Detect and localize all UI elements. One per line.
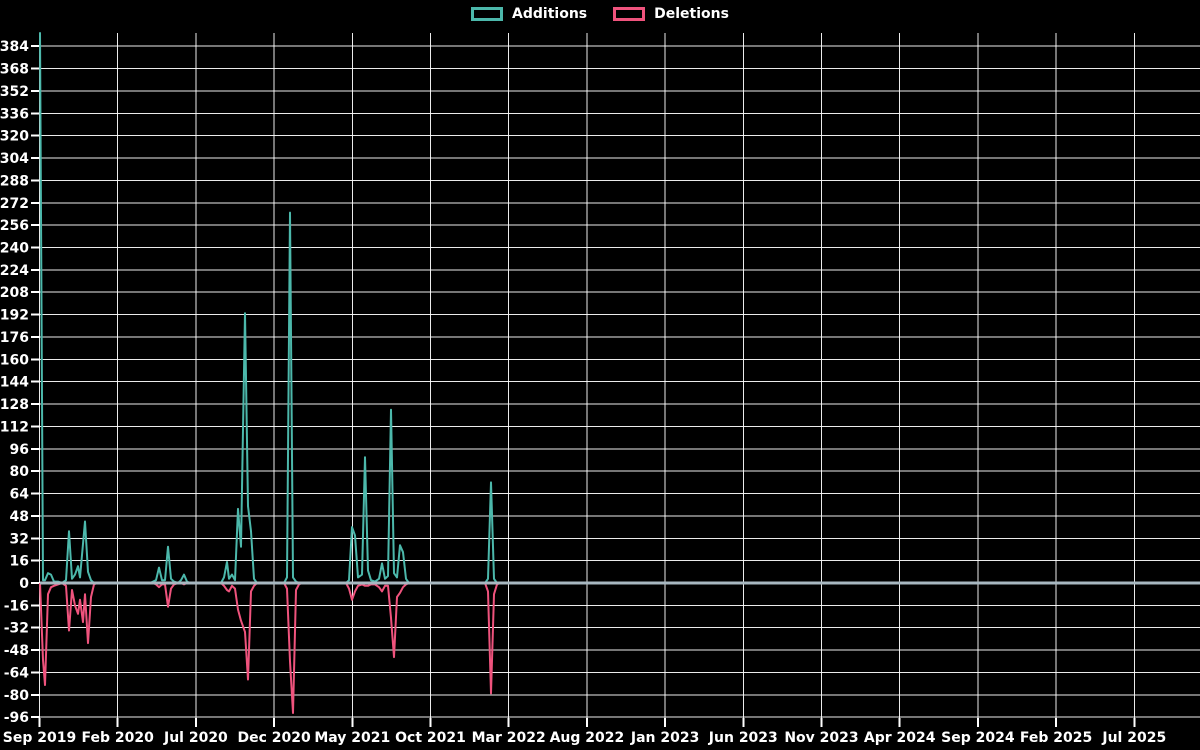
legend-item-deletions[interactable]: Deletions <box>613 6 729 22</box>
x-tick-label: Sep 2019 <box>3 730 76 746</box>
y-tick-label: 176 <box>0 330 29 346</box>
x-tick-label: Jul 2020 <box>163 730 228 746</box>
y-tick-label: 96 <box>10 442 29 458</box>
y-tick-label: 192 <box>0 308 29 324</box>
y-tick-label: 336 <box>0 106 29 122</box>
x-tick-label: Jun 2023 <box>708 730 778 746</box>
deletions-line <box>39 582 1200 714</box>
x-tick-label: Oct 2021 <box>395 730 466 746</box>
x-tick-label: Feb 2020 <box>82 730 155 746</box>
y-tick-label: 304 <box>0 151 29 167</box>
y-axis-labels: 3843683523363203042882722562402242081921… <box>0 39 29 726</box>
y-tick-label: 0 <box>19 576 29 592</box>
x-tick-label: Aug 2022 <box>550 730 625 746</box>
y-tick-label: -32 <box>4 621 29 637</box>
x-tick-label: Dec 2020 <box>237 730 311 746</box>
y-tick-label: 32 <box>10 531 29 547</box>
gridlines <box>31 33 1200 727</box>
y-tick-label: -48 <box>4 643 29 659</box>
x-axis-labels: Sep 2019 Feb 2020 Jul 2020 Dec 2020 May 2021… <box>3 730 1166 746</box>
x-tick-label: May 2021 <box>314 730 390 746</box>
y-tick-label: 16 <box>10 554 29 570</box>
y-tick-label: 128 <box>0 397 29 413</box>
y-tick-label: 256 <box>0 218 29 234</box>
x-tick-label: Jan 2023 <box>630 730 699 746</box>
x-tick-label: Jul 2025 <box>1101 730 1166 746</box>
y-tick-label: 320 <box>0 129 29 145</box>
deletions-swatch <box>613 7 646 21</box>
y-tick-label: 208 <box>0 285 29 301</box>
chart-legend: Additions Deletions <box>0 6 1200 22</box>
y-tick-label: -16 <box>4 598 29 614</box>
y-tick-label: 160 <box>0 352 29 368</box>
legend-deletions-label: Deletions <box>654 6 729 22</box>
y-tick-label: 64 <box>10 487 30 503</box>
additions-swatch <box>471 7 504 21</box>
y-tick-label: 112 <box>0 419 29 435</box>
y-tick-label: 48 <box>10 509 29 525</box>
x-tick-label: Mar 2022 <box>472 730 546 746</box>
additions-line <box>39 32 1200 584</box>
y-tick-label: -64 <box>4 665 30 681</box>
y-tick-label: 240 <box>0 241 29 257</box>
y-tick-label: 384 <box>0 39 29 55</box>
y-tick-label: 80 <box>10 464 30 480</box>
y-tick-label: 272 <box>0 196 29 212</box>
x-tick-label: Sep 2024 <box>941 730 1015 746</box>
y-tick-label: 368 <box>0 62 29 78</box>
y-tick-label: 144 <box>0 375 29 391</box>
y-tick-label: -96 <box>4 710 29 726</box>
y-tick-label: 224 <box>0 263 29 279</box>
legend-item-additions[interactable]: Additions <box>471 6 587 22</box>
y-tick-label: 288 <box>0 173 29 189</box>
legend-additions-label: Additions <box>512 6 588 22</box>
y-tick-label: -80 <box>4 688 30 704</box>
x-tick-label: Nov 2023 <box>784 730 858 746</box>
y-tick-label: 352 <box>0 84 29 100</box>
x-tick-label: Apr 2024 <box>864 730 936 746</box>
x-tick-label: Feb 2025 <box>1020 730 1092 746</box>
